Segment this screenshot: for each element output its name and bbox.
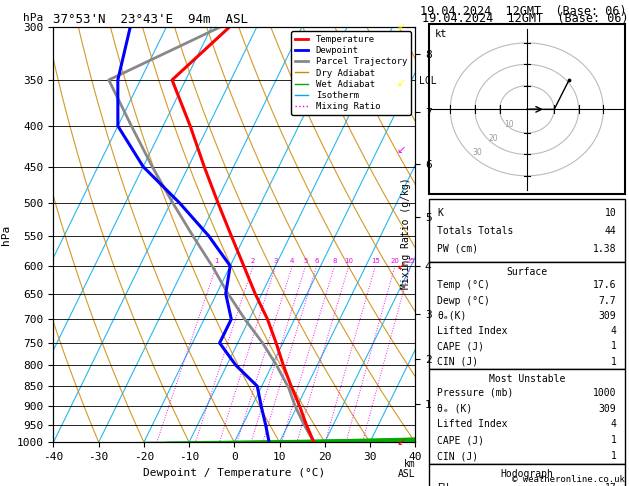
Legend: Temperature, Dewpoint, Parcel Trajectory, Dry Adiabat, Wet Adiabat, Isotherm, Mi: Temperature, Dewpoint, Parcel Trajectory… [291,31,411,115]
Text: 37°53'N  23°43'E  94m  ASL: 37°53'N 23°43'E 94m ASL [53,13,248,26]
Text: 1: 1 [611,357,616,367]
Text: θₑ (K): θₑ (K) [437,403,472,414]
Text: 10: 10 [604,208,616,218]
Text: 10: 10 [504,120,514,129]
Text: 44: 44 [604,226,616,236]
Text: Hodograph: Hodograph [500,469,554,479]
Text: ↙: ↙ [397,145,406,155]
Text: ↙: ↙ [397,261,406,271]
Text: kt: kt [435,29,448,39]
Text: 19.04.2024  12GMT  (Base: 06): 19.04.2024 12GMT (Base: 06) [420,5,627,18]
Bar [429,262,625,369]
Text: 17: 17 [604,483,616,486]
Text: 4: 4 [611,326,616,336]
Text: km
ASL: km ASL [398,459,415,479]
Text: 1.38: 1.38 [593,244,616,254]
Bar [429,464,625,486]
Text: CAPE (J): CAPE (J) [437,342,484,351]
Text: 19.04.2024  12GMT  (Base: 06): 19.04.2024 12GMT (Base: 06) [422,12,628,25]
X-axis label: Dewpoint / Temperature (°C): Dewpoint / Temperature (°C) [143,468,325,478]
Text: 1: 1 [214,258,219,264]
Text: 6: 6 [314,258,319,264]
Text: K: K [437,208,443,218]
Text: 25: 25 [406,258,415,264]
Text: Lifted Index: Lifted Index [437,419,508,430]
Text: 2: 2 [251,258,255,264]
Text: 4: 4 [290,258,294,264]
Text: 4: 4 [611,419,616,430]
Text: 5: 5 [303,258,308,264]
Text: 1: 1 [611,451,616,461]
Text: 309: 309 [599,311,616,321]
Text: EH: EH [437,483,449,486]
Text: 20: 20 [488,134,498,143]
Text: PW (cm): PW (cm) [437,244,479,254]
Text: 1: 1 [611,342,616,351]
Bar [429,369,625,464]
Text: ↙: ↙ [397,78,406,88]
Text: 15: 15 [371,258,380,264]
Text: 3: 3 [274,258,278,264]
Text: CIN (J): CIN (J) [437,451,479,461]
Y-axis label: hPa: hPa [1,225,11,244]
Text: Pressure (mb): Pressure (mb) [437,388,514,398]
Text: 17.6: 17.6 [593,280,616,290]
Text: ↙: ↙ [397,437,406,447]
Text: Dewp (°C): Dewp (°C) [437,295,490,306]
Text: hPa: hPa [23,13,43,22]
Text: Temp (°C): Temp (°C) [437,280,490,290]
Text: 7.7: 7.7 [599,295,616,306]
Text: ↙: ↙ [397,22,406,32]
Bar [429,199,625,262]
Text: 30: 30 [472,148,482,157]
Text: 20: 20 [391,258,399,264]
Text: 8: 8 [332,258,337,264]
Text: Lifted Index: Lifted Index [437,326,508,336]
Text: © weatheronline.co.uk: © weatheronline.co.uk [512,474,625,484]
Text: 309: 309 [599,403,616,414]
Text: 1: 1 [611,435,616,445]
Text: CAPE (J): CAPE (J) [437,435,484,445]
Text: θₑ(K): θₑ(K) [437,311,467,321]
Text: Totals Totals: Totals Totals [437,226,514,236]
Text: LCL: LCL [419,76,437,86]
Text: Most Unstable: Most Unstable [489,374,565,384]
Bar [429,24,625,194]
Text: Mixing Ratio (g/kg): Mixing Ratio (g/kg) [401,177,411,289]
Text: 10: 10 [344,258,353,264]
Text: Surface: Surface [506,267,547,278]
Text: 1000: 1000 [593,388,616,398]
Text: CIN (J): CIN (J) [437,357,479,367]
